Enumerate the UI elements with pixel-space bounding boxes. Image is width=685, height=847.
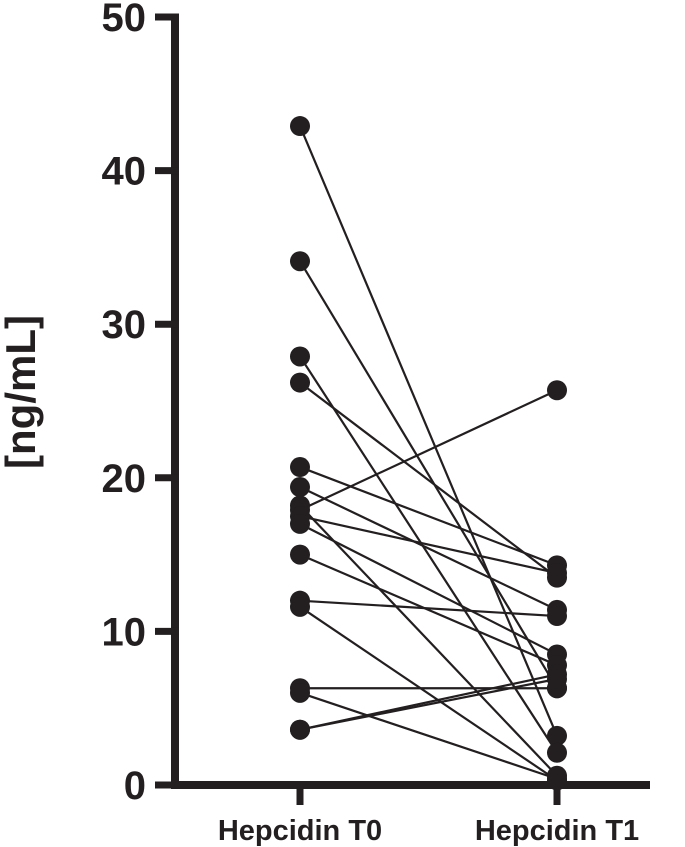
point-t0-1	[290, 116, 310, 137]
point-t1-9	[547, 563, 567, 584]
pair-lines	[298, 125, 559, 782]
point-t0-13	[290, 596, 310, 617]
pair-line-12	[299, 599, 558, 618]
pair-line-10	[299, 522, 558, 656]
y-ticks: 0 10 20 30 40 50	[102, 0, 179, 808]
point-t1-12	[547, 606, 567, 627]
y-tick-label-40: 40	[102, 150, 147, 194]
y-tick-label-20: 20	[102, 457, 147, 501]
x-tick-label-2: Hepcidin T1	[475, 815, 639, 847]
pair-line-9	[299, 515, 558, 575]
point-t0-5	[290, 457, 310, 478]
point-t0-4	[290, 372, 310, 393]
point-t1-8	[547, 380, 567, 401]
point-t0-6	[290, 477, 310, 498]
y-axis-title: [ng/mL]	[0, 315, 44, 469]
point-t0-11	[290, 544, 310, 565]
pair-line-5	[299, 466, 558, 567]
pair-line-8	[299, 389, 558, 512]
point-t1-1	[547, 725, 567, 746]
pair-line-7	[299, 504, 558, 777]
y-tick-label-50: 50	[102, 0, 147, 40]
pair-line-6	[299, 486, 558, 611]
pair-line-11	[299, 553, 558, 667]
point-t0-10	[290, 513, 310, 534]
pair-line-13	[299, 605, 558, 782]
point-t0-17	[290, 719, 310, 740]
x-tick-label-1: Hepcidin T0	[218, 815, 382, 847]
point-t0-3	[290, 346, 310, 367]
point-t0-15	[290, 682, 310, 703]
point-t0-2	[290, 251, 310, 272]
x-ticks: Hepcidin T0 Hepcidin T1	[218, 781, 639, 847]
y-tick-label-10: 10	[102, 610, 147, 654]
point-t1-3	[547, 742, 567, 763]
data-points	[290, 116, 567, 791]
y-tick-label-30: 30	[102, 303, 147, 347]
pair-line-15	[299, 691, 558, 780]
pair-line-17	[299, 677, 558, 731]
point-t1-17	[547, 669, 567, 690]
pair-line-1	[298, 125, 559, 737]
pair-line-2	[299, 260, 558, 689]
pair-line-4	[299, 381, 558, 579]
y-tick-label-0: 0	[124, 764, 146, 808]
